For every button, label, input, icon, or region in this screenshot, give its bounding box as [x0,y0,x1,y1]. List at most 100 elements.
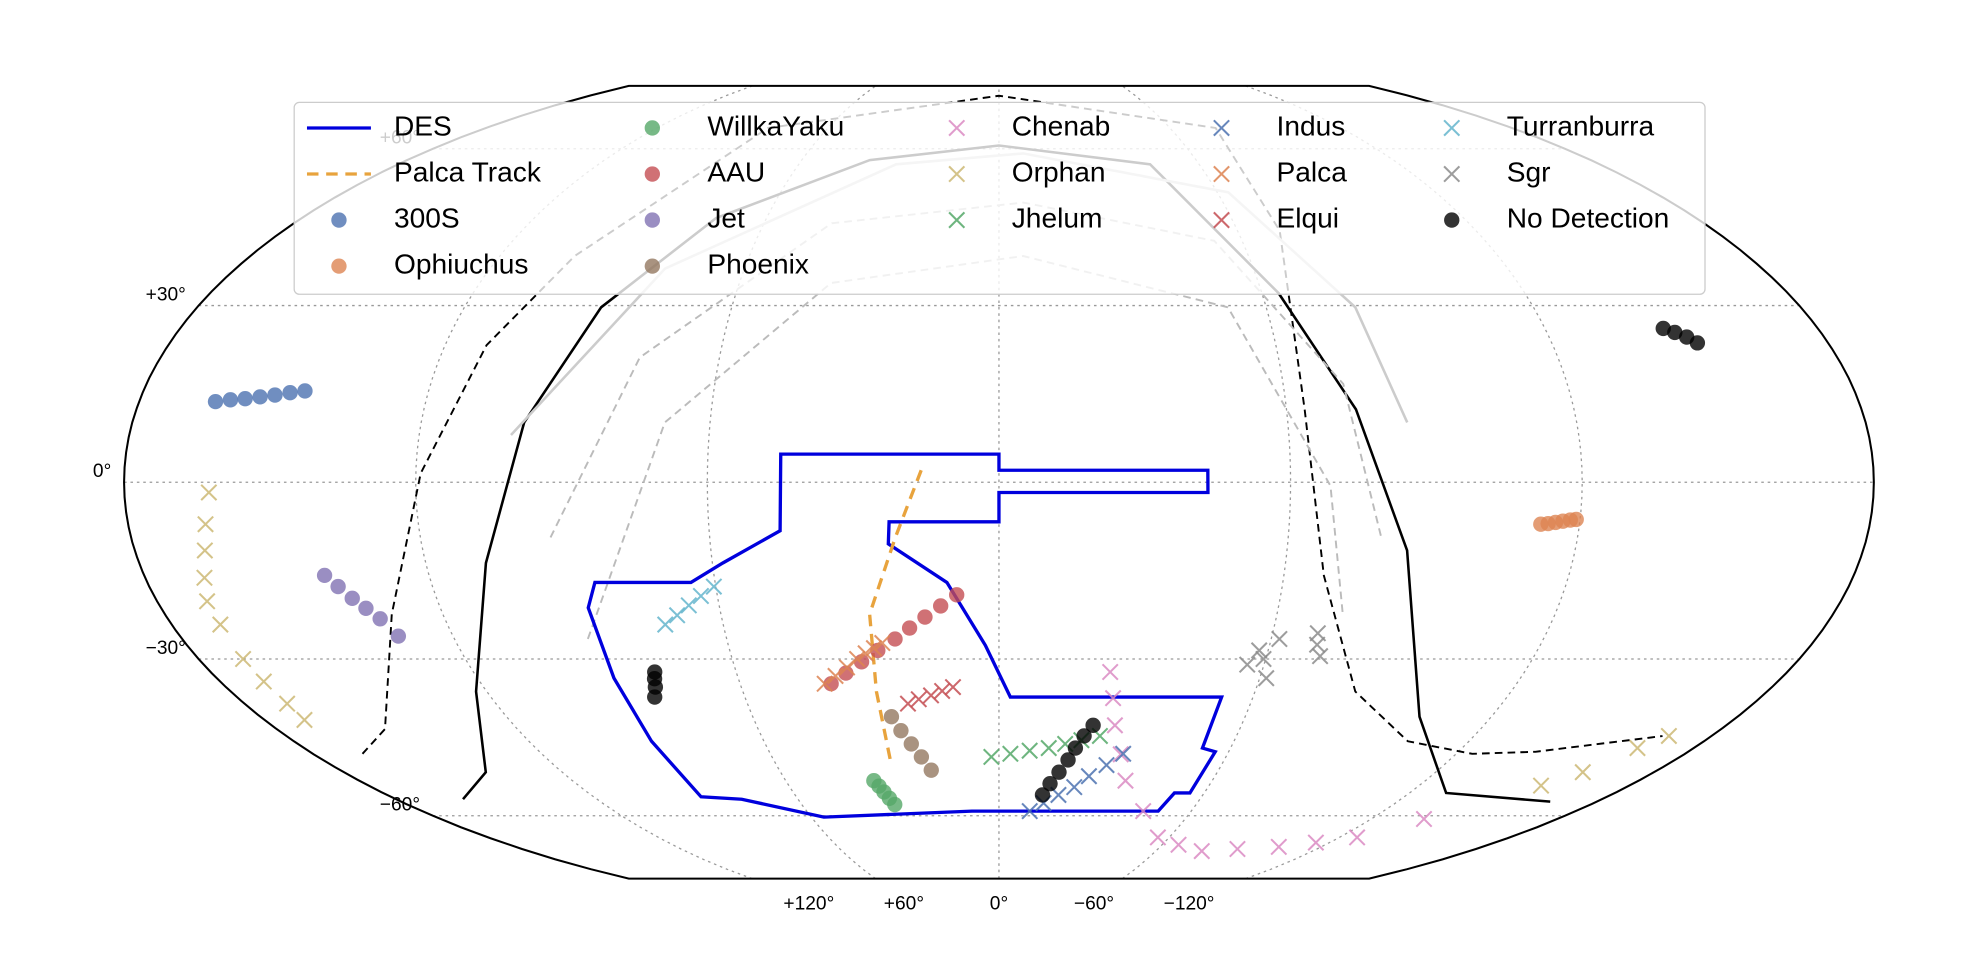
stream-point [390,628,407,644]
stream-point [237,390,253,407]
stream-point [1255,650,1272,668]
stream-point [656,616,674,633]
stream-point [901,620,918,636]
stream-point [1101,663,1119,681]
stream-point [1667,324,1683,341]
x-tick-label: −60° [1074,893,1114,914]
legend: DES Palca Track 300S Ophiuchus WillkaYaku AAU… [293,101,1706,295]
legend-swatch [331,258,347,274]
footprint-line [867,469,923,765]
stream-point [1117,772,1134,790]
stream-point [196,569,213,587]
stream-point [1042,775,1058,792]
stream-point [647,689,663,705]
legend-label: Jhelum [1012,203,1103,234]
legend-box [293,101,1706,295]
legend-swatch [1444,212,1460,228]
stream-point [1051,764,1067,780]
legend-swatch [331,212,347,228]
legend-swatch [1443,119,1461,137]
stream-point [870,642,886,659]
frame [123,84,1875,880]
legend-swatch [948,211,966,229]
stream-point [344,590,360,607]
legend-label: Indus [1277,110,1346,141]
legend-label: Phoenix [707,249,809,280]
stream-point [982,748,1000,766]
stream-point [1689,335,1706,351]
stream-point [848,650,866,668]
stream-point [827,667,844,685]
reference-curve [586,255,1344,640]
stream-point [816,675,834,693]
stream-point [200,484,218,501]
footprints [586,452,1225,819]
stream-point [1021,742,1039,760]
stream-point [1085,717,1101,734]
stream-point [234,650,252,668]
stream-point [211,616,229,633]
stream-point [887,631,903,647]
stream-point [857,644,875,662]
stream-point [1660,727,1678,745]
stream-point [1112,745,1130,763]
stream-point [1080,767,1098,785]
stream-point [278,695,296,713]
legend-label: No Detection [1507,203,1670,234]
legend-swatch [948,119,966,137]
legend-label: Ophiuchus [394,249,528,280]
legend-label: DES [394,110,452,141]
stream-point [933,598,949,614]
stream-point [865,639,883,657]
stream-point [1311,647,1329,665]
stream-point [838,659,856,676]
legend-label: Palca [1277,156,1348,187]
stream-point [222,392,239,408]
stream-point [903,736,919,752]
y-tick-label: −30° [146,638,186,659]
stream-point [1308,636,1326,654]
legend-swatch [1213,165,1230,183]
y-tick-label: −60° [380,795,420,816]
stream-point [873,634,891,652]
stream-point [705,578,723,595]
stream-point [1170,836,1187,854]
stream-point [1067,740,1084,756]
legend-swatch [644,166,660,182]
stream-point [1270,838,1288,856]
stream-point [1348,829,1366,846]
x-tick-label: −120° [1164,893,1215,914]
stream-point [944,678,962,696]
legend-label: Sgr [1507,156,1551,187]
stream-point [282,385,298,401]
legend-label: Turranburra [1507,110,1655,141]
legend-swatch [1443,165,1461,183]
stream-point [252,389,268,405]
legend-label: Orphan [1012,156,1106,187]
legend-label: WillkaYaku [707,110,844,141]
map-outline [123,84,1875,880]
stream-point [913,749,930,765]
streams [196,320,1706,860]
stream-point [1106,716,1124,734]
y-tick-label: 0° [93,461,111,482]
x-tick-label: +60° [884,893,924,914]
legend-label: Chenab [1012,110,1111,141]
stream-point [1238,656,1256,674]
stream-point [297,383,313,399]
stream-point [1098,756,1115,774]
stream-point [680,596,698,614]
stream-point [267,387,283,403]
stream-point [893,722,909,739]
stream-point [1307,834,1325,852]
stream-point [949,587,965,603]
stream-point [692,587,710,605]
y-tick-label: +30° [146,284,186,305]
stream-point [1655,320,1671,337]
stream-point [923,762,939,778]
legend-swatch [644,212,660,228]
stream-point [197,515,214,533]
x-tick-label: +120° [783,893,834,914]
